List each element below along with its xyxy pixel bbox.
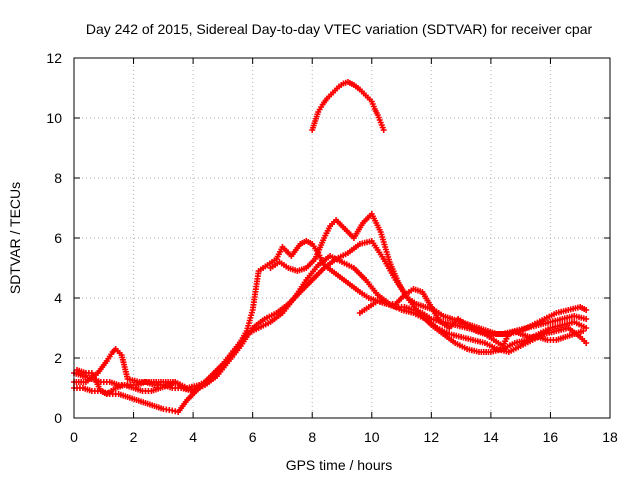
y-tick-label: 0 [54,410,62,426]
x-axis-ticks: 0 2 4 6 8 10 12 14 16 18 [70,58,618,445]
data-point [580,328,587,334]
y-tick-label: 2 [54,350,62,366]
y-tick-label: 8 [54,170,62,186]
data-point [583,340,590,346]
x-tick-label: 6 [249,429,257,445]
y-axis-ticks: 0 2 4 6 8 10 12 [46,50,610,426]
x-tick-label: 0 [70,429,78,445]
y-tick-label: 12 [46,50,62,66]
y-tick-label: 4 [54,290,62,306]
x-tick-label: 12 [424,429,440,445]
y-tick-label: 10 [46,110,62,126]
chart-title: Day 242 of 2015, Sidereal Day-to-day VTE… [86,21,593,37]
data-point [190,388,197,394]
x-axis-title: GPS time / hours [286,457,393,473]
x-tick-label: 2 [130,429,138,445]
y-tick-label: 6 [54,230,62,246]
series-track-7 [309,79,387,133]
data-point [583,316,590,322]
data-point [583,307,590,313]
y-axis-title: SDTVAR / TECUs [7,182,23,294]
x-tick-label: 8 [308,429,316,445]
x-tick-label: 14 [483,429,499,445]
series-track-5 [356,286,587,349]
x-tick-label: 10 [364,429,380,445]
data-point [583,325,590,331]
series-track-1 [71,238,590,394]
x-tick-label: 18 [602,429,618,445]
series-track-6 [73,367,197,397]
data-points [71,79,590,415]
x-tick-label: 4 [189,429,197,445]
data-point [380,127,387,133]
grid-lines [74,58,610,418]
x-tick-label: 16 [543,429,559,445]
